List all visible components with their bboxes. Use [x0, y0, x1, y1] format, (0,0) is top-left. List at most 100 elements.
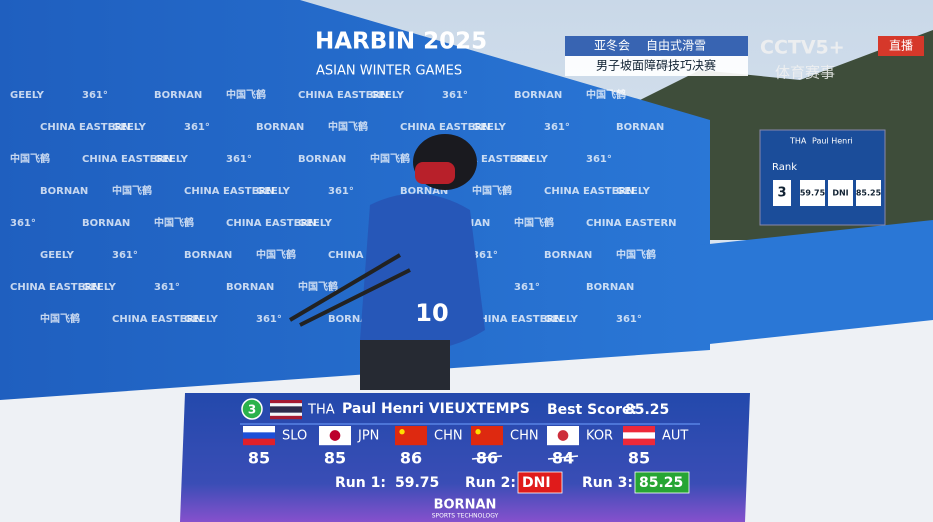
live-label: 直播	[889, 39, 913, 53]
backdrop-logo: 361°	[544, 122, 570, 133]
backdrop-logo: BORNAN	[184, 250, 232, 261]
backdrop-logo: GEELY	[184, 314, 219, 325]
event-a: 亚冬会	[594, 38, 630, 53]
screen-runs: 59.75 DNI 85.25	[800, 180, 882, 206]
flag-stripe	[270, 403, 302, 407]
screen-name: Paul Henri	[812, 137, 853, 146]
backdrop-logo: 中国飞鹤	[256, 248, 296, 261]
screen-rank: 3	[777, 186, 786, 201]
screen-run: 85.25	[856, 189, 882, 198]
backdrop-logo: 361°	[472, 250, 498, 261]
judge-score: 85	[248, 449, 270, 468]
caption-top	[565, 36, 748, 56]
scoreboard-panel	[180, 393, 750, 522]
run-score: 59.75	[395, 475, 439, 491]
flag-stripe	[270, 409, 302, 413]
backdrop-logo: 361°	[154, 282, 180, 293]
backdrop-logo: CHINA EASTERN	[586, 218, 677, 229]
flag-stripe	[243, 438, 275, 446]
backdrop-logo: CHINA EASTERN	[82, 154, 173, 165]
flag-stripe	[395, 426, 427, 446]
backdrop-title: HARBIN 2025	[315, 29, 487, 55]
backdrop-logo: 361°	[514, 282, 540, 293]
best-score: 85.25	[625, 402, 669, 418]
venue-screen	[759, 129, 886, 226]
backdrop-logo: 中国飞鹤	[10, 152, 50, 165]
flag-disc	[329, 430, 341, 441]
athlete-country: THA	[307, 403, 335, 418]
backdrop-logo: BORNAN	[256, 122, 304, 133]
judge-country: CHN	[434, 429, 463, 444]
backdrop-logo: 361°	[256, 314, 282, 325]
event-line: 男子坡面障碍技巧决赛	[596, 58, 716, 73]
flag-stripe	[270, 406, 302, 410]
screen-country: THA	[789, 137, 807, 146]
backdrop-logo: GEELY	[256, 186, 291, 197]
backdrop-logo: GEELY	[112, 122, 147, 133]
run-box	[634, 471, 690, 494]
run-label: Run 2:	[465, 475, 516, 491]
skier	[288, 134, 485, 390]
channel: CCTV5+	[760, 37, 845, 59]
backdrop-logo: 361°	[184, 122, 210, 133]
backdrop-logo: 361°	[226, 154, 252, 165]
sponsor: BORNAN	[434, 498, 497, 513]
backdrop-logo: GEELY	[514, 154, 549, 165]
best-label: Best Score:	[547, 402, 637, 418]
backdrop-logo: BORNAN	[154, 90, 202, 101]
backdrop-logo: GEELY	[10, 90, 45, 101]
screen-rank-box	[773, 180, 791, 206]
backdrop-logo: BORNAN	[400, 186, 448, 197]
backdrop-logo: GEELY	[40, 250, 75, 261]
flag-stripe	[243, 426, 275, 433]
backdrop-logo: 中国飞鹤	[328, 120, 368, 133]
backdrop-logo: CHINA EASTERN	[184, 186, 275, 197]
screen-run-box	[856, 180, 881, 206]
backdrop-logo: BORNAN	[226, 282, 274, 293]
judge-score: 85	[324, 449, 346, 468]
judge-country: KOR	[586, 429, 613, 444]
dropped-strike	[471, 455, 503, 460]
judge-score: 85	[628, 449, 650, 468]
flag-stripe	[623, 426, 655, 433]
flag-stripe	[270, 400, 302, 404]
judge-country: JPN	[357, 429, 379, 444]
backdrop-logo: 中国飞鹤	[154, 216, 194, 229]
backdrop-logo: CHINA EASTERN	[112, 314, 203, 325]
screen-run: DNI	[832, 189, 848, 198]
screen-label: Rank	[772, 162, 797, 173]
backdrop-logo: 361°	[82, 90, 108, 101]
sponsor-sub: SPORTS TECHNOLOGY	[432, 513, 499, 520]
backdrop-logo: BORNAN	[544, 250, 592, 261]
judge-country: SLO	[282, 429, 307, 444]
dropped-strike	[547, 455, 579, 460]
flag-stripe	[471, 426, 503, 446]
screen-run-box	[800, 180, 825, 206]
run-score: DNI	[522, 475, 551, 491]
backdrop-logo: CHINA EASTERN	[40, 122, 131, 133]
backdrop-subtitle: ASIAN WINTER GAMES	[316, 64, 462, 79]
backdrop-logo: BORNAN	[616, 122, 664, 133]
backdrop-logo: GEELY	[616, 186, 651, 197]
backdrop-logo: GEELY	[298, 218, 333, 229]
backdrop-logo: CHINA EASTERN	[298, 90, 389, 101]
side-banner	[700, 220, 933, 345]
backdrop-logo: 中国飞鹤	[514, 216, 554, 229]
backdrop-logo: GEELY	[370, 90, 405, 101]
backdrop-logo: BORNAN	[298, 154, 346, 165]
backdrop-logo: 361°	[112, 250, 138, 261]
backdrop-logo: BORNAN	[328, 314, 376, 325]
backdrop-logo: BORNAN	[586, 282, 634, 293]
flag-stripe	[270, 412, 302, 417]
backdrop-logo: BORNAN	[40, 186, 88, 197]
channel-sub: 体育赛事	[775, 64, 835, 82]
rank-badge	[241, 398, 263, 420]
backdrop-logo: GEELY	[154, 154, 189, 165]
backdrop-logo: 中国飞鹤	[298, 280, 338, 293]
backdrop-logo: 361°	[616, 314, 642, 325]
backdrop-logo: CHINA EASTERN	[400, 122, 491, 133]
judge-country: CHN	[510, 429, 539, 444]
flag-stripe	[623, 432, 655, 439]
screen-run-box	[828, 180, 853, 206]
